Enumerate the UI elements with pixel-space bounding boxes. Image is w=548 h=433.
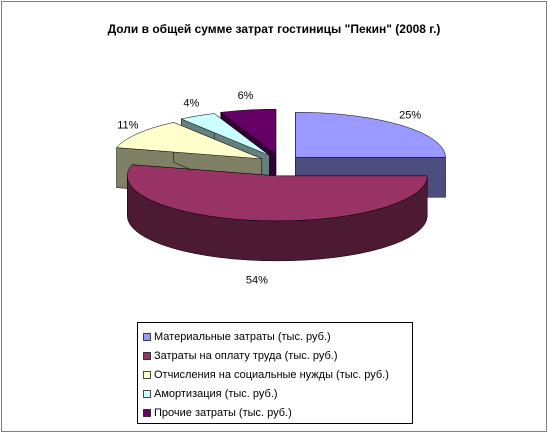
legend-swatch — [143, 352, 151, 360]
legend-swatch — [143, 409, 151, 417]
slice-top — [220, 108, 277, 155]
legend-label: Прочие затраты (тыс. руб.) — [154, 407, 292, 419]
legend-label: Материальные затраты (тыс. руб.) — [154, 331, 331, 343]
data-label: 54% — [246, 274, 268, 286]
slice-top — [116, 122, 262, 160]
slice-top — [127, 164, 428, 222]
slice-top — [180, 113, 270, 156]
legend-label: Отчисления на социальные нужды (тыс. руб… — [154, 369, 389, 381]
slice-top — [295, 111, 446, 158]
legend-label: Амортизация (тыс. руб.) — [154, 388, 278, 400]
legend-swatch — [143, 371, 151, 379]
legend-label: Затраты на оплату труда (тыс. руб.) — [154, 350, 338, 362]
chart-title: Доли в общей сумме затрат гостиницы "Пек… — [108, 22, 441, 36]
data-label: 4% — [183, 98, 199, 110]
pie-slice — [126, 164, 428, 262]
data-label: 25% — [399, 109, 421, 121]
data-label: 11% — [117, 120, 138, 132]
legend-box — [137, 322, 413, 424]
data-label: 6% — [238, 90, 254, 102]
legend-swatch — [143, 390, 151, 398]
legend-swatch — [143, 333, 151, 341]
